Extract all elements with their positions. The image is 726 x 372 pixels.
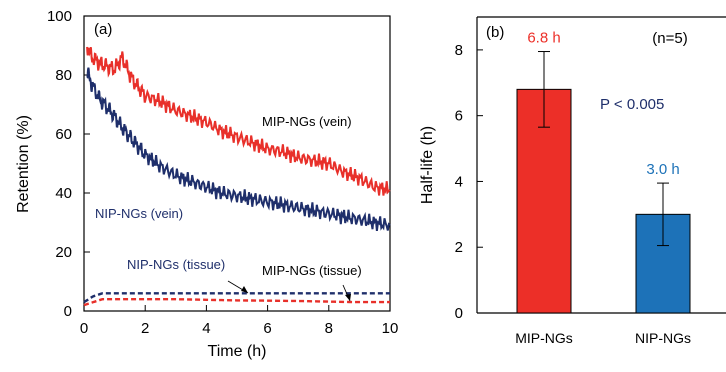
pointer-head-mip-tissue [345, 294, 351, 301]
value-label-mip-ngs: 6.8 h [527, 30, 560, 47]
bars-b: 6.8 h MIP-NGs 3.0 h NIP-NGs [515, 30, 691, 346]
y-tick-label-b: 8 [455, 42, 463, 59]
label-nip-vein: NIP-NGs (vein) [95, 206, 183, 221]
y-ticks-b: 0 2 4 6 8 [455, 42, 483, 322]
panel-b: (b) 0 2 4 6 8 6.8 h MIP-NGs 3.0 h NIP-NGs Half-… [419, 16, 726, 346]
x-tick-label-a: 2 [141, 320, 149, 337]
y-tick-label-a: 60 [55, 126, 72, 143]
x-tick-label-a: 0 [80, 320, 88, 337]
category-label-nip-ngs: NIP-NGs [635, 330, 691, 346]
y-tick-label-a: 0 [64, 303, 72, 320]
category-label-mip-ngs: MIP-NGs [515, 330, 573, 346]
x-tick-label-a: 8 [325, 320, 333, 337]
y-tick-label-a: 100 [47, 8, 72, 25]
series-line-2 [86, 67, 391, 232]
series-line-3 [83, 292, 390, 304]
y-tick-label-b: 0 [455, 305, 463, 322]
x-tick-label-a: 4 [202, 320, 210, 337]
y-tick-label-b: 6 [455, 108, 463, 125]
plot-frame-a [83, 15, 391, 312]
series-group-a [83, 46, 391, 307]
series-line-1 [86, 46, 391, 196]
p-value-annotation: P < 0.005 [600, 96, 664, 113]
x-tick-label-a: 10 [382, 320, 399, 337]
y-tick-label-b: 4 [455, 173, 463, 190]
y-tick-label-a: 40 [55, 185, 72, 202]
label-mip-tissue: MIP-NGs (tissue) [262, 263, 362, 278]
y-tick-label-b: 2 [455, 239, 463, 256]
pointer-head-nip-tissue [241, 286, 248, 293]
panel-b-tag: (b) [486, 24, 504, 41]
panel-a-tag: (a) [94, 21, 112, 38]
value-label-nip-ngs: 3.0 h [646, 161, 679, 178]
series-line-4 [83, 298, 390, 307]
panel-a: (a) 0 20 40 60 80 100 0 2 4 6 8 10 Retention (%) T… [15, 8, 398, 360]
y-tick-label-a: 20 [55, 244, 72, 261]
x-tick-label-a: 6 [263, 320, 271, 337]
label-nip-tissue: NIP-NGs (tissue) [127, 257, 225, 272]
y-axis-title-b: Half-life (h) [419, 126, 436, 204]
label-mip-vein: MIP-NGs (vein) [262, 114, 352, 129]
sample-size-annotation: (n=5) [652, 30, 687, 47]
y-ticks-a: 0 20 40 60 80 100 [47, 8, 90, 320]
y-tick-label-a: 80 [55, 67, 72, 84]
x-axis-title-a: Time (h) [208, 343, 267, 360]
x-ticks-a: 0 2 4 6 8 10 [80, 305, 399, 337]
y-axis-title-a: Retention (%) [15, 115, 32, 213]
